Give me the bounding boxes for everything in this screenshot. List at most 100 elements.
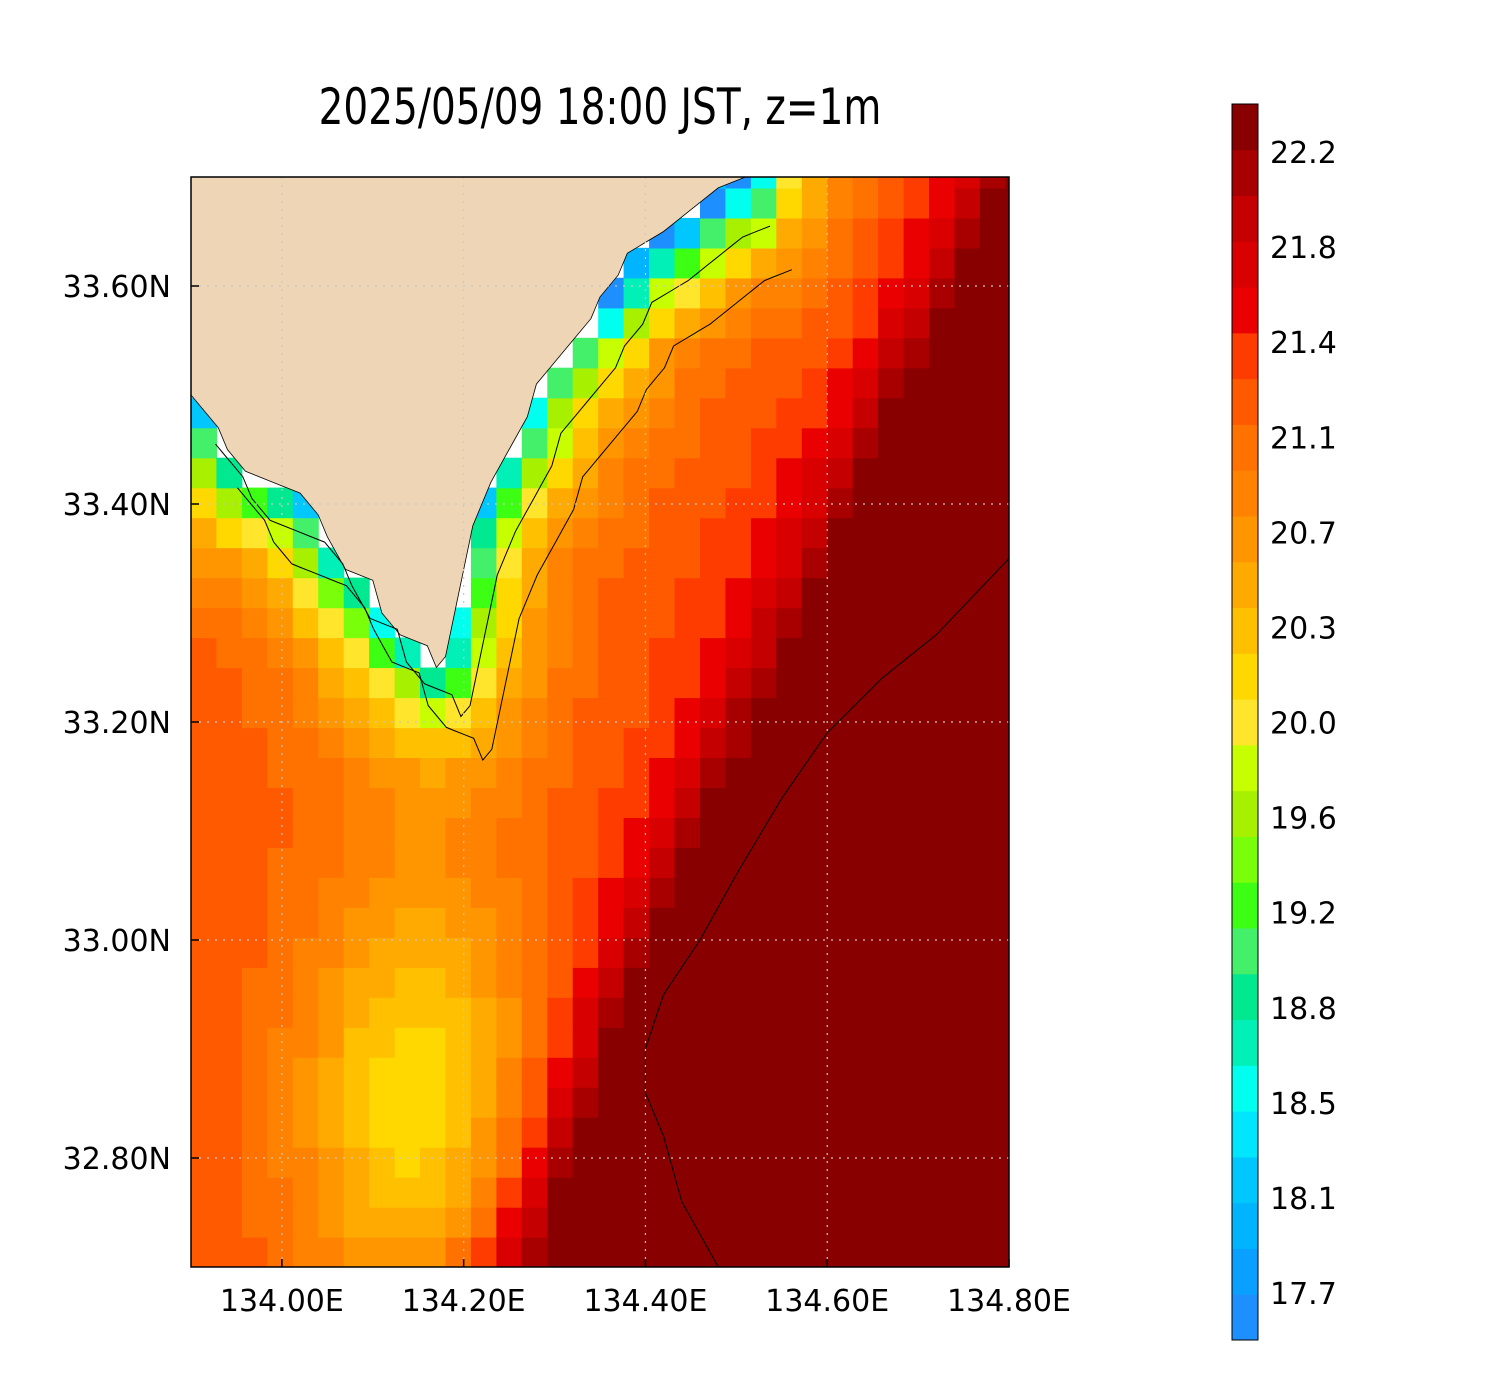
colorbar-swatch [1232, 241, 1258, 288]
field-cell [776, 277, 803, 309]
field-cell [979, 967, 1006, 998]
field-cell [903, 967, 930, 998]
field-cell [521, 1027, 548, 1058]
field-cell [267, 937, 294, 968]
field-cell [496, 577, 523, 609]
field-cell [903, 1027, 930, 1058]
field-cell [827, 667, 854, 699]
field-cell [241, 517, 268, 549]
field-cell [470, 937, 497, 968]
field-cell [929, 1117, 955, 1148]
field-cell [954, 177, 981, 189]
field-cell [649, 907, 676, 938]
field-cell [878, 817, 905, 848]
field-cell [852, 1177, 879, 1208]
field-cell [852, 667, 879, 699]
field-cell [750, 177, 777, 189]
field-cell [750, 517, 777, 549]
field-cell [776, 367, 803, 399]
field-cell [394, 877, 421, 908]
field-cell [801, 1057, 828, 1088]
field-cell [649, 637, 676, 669]
field-cell [216, 1117, 243, 1148]
field-cell [725, 397, 752, 429]
field-cell [776, 907, 803, 938]
field-cell [776, 1207, 803, 1238]
field-cell [903, 1087, 930, 1118]
field-cell [649, 337, 676, 369]
field-cell [827, 307, 854, 339]
field-cell [954, 967, 981, 998]
field-cell [216, 667, 243, 699]
field-cell [852, 457, 879, 489]
field-cell [1005, 1087, 1009, 1118]
field-cell [445, 847, 472, 878]
field-cell [750, 1207, 777, 1238]
field-cell [394, 1177, 421, 1208]
field-cell [750, 1117, 777, 1148]
field-cell [674, 877, 701, 908]
field-cell [929, 277, 955, 309]
field-cell [343, 727, 370, 758]
field-cell [598, 757, 625, 788]
field-cell [1005, 967, 1009, 998]
field-cell [547, 727, 574, 758]
field-cell [343, 847, 370, 878]
field-cell [903, 487, 930, 519]
field-cell [292, 1147, 319, 1178]
field-cell [521, 1237, 548, 1267]
field-cell [801, 697, 828, 729]
colorbar-swatch [1232, 287, 1258, 334]
field-cell [954, 1027, 981, 1058]
field-cell [598, 1117, 625, 1148]
field-cell [420, 877, 446, 908]
field-cell [241, 787, 268, 818]
field-cell [445, 1057, 472, 1088]
field-cell [623, 697, 650, 729]
field-cell [776, 967, 803, 998]
field-cell [903, 937, 930, 968]
field-cell [801, 607, 828, 639]
field-cell [318, 937, 345, 968]
field-cell [929, 727, 955, 758]
field-cell [649, 1057, 676, 1088]
field-cell [700, 457, 726, 489]
field-cell [827, 457, 854, 489]
field-cell [674, 847, 701, 878]
field-cell [903, 607, 930, 639]
field-cell [470, 637, 497, 669]
field-cell [776, 637, 803, 669]
field-cell [852, 997, 879, 1028]
field-cell [445, 1147, 472, 1178]
field-cell [267, 637, 294, 669]
colorbar-swatch [1232, 790, 1258, 837]
y-tick-label: 33.20N [63, 706, 171, 741]
field-cell [598, 817, 625, 848]
isotherm-contours [215, 225, 1009, 1267]
field-cell [241, 817, 268, 848]
colorbar-tick-label: 21.1 [1270, 421, 1337, 456]
field-cell [496, 1177, 523, 1208]
field-cell [929, 637, 955, 669]
field-cell [979, 757, 1006, 788]
field-cell [700, 817, 726, 848]
field-cell [394, 1117, 421, 1148]
field-cell [649, 877, 676, 908]
field-cell [572, 547, 599, 579]
colorbar-swatch [1232, 1202, 1258, 1249]
y-tick-label: 33.00N [63, 924, 171, 959]
field-cell [470, 697, 497, 729]
field-cell [292, 667, 319, 699]
field-cell [750, 397, 777, 429]
field-cell [191, 487, 217, 519]
field-cell [827, 547, 854, 579]
field-cell [878, 907, 905, 938]
field-cell [801, 1147, 828, 1178]
field-cell [878, 1147, 905, 1178]
field-cell [420, 1087, 446, 1118]
field-cell [954, 787, 981, 818]
field-cell [700, 367, 726, 399]
isotherm-line [215, 225, 771, 718]
field-cell [852, 177, 879, 189]
